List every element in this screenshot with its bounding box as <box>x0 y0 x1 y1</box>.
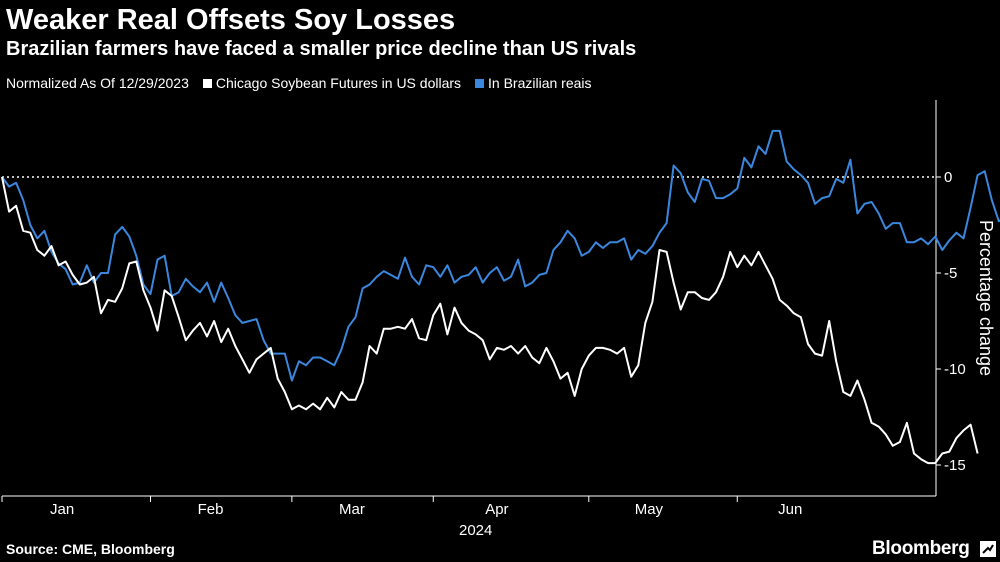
x-tick-label: Jun <box>778 501 802 518</box>
x-tick-label: Feb <box>198 501 224 518</box>
chart-subtitle: Brazilian farmers have faced a smaller p… <box>6 38 637 60</box>
label-layer: 0 -5 -10 -15 Jan Feb Mar Apr May Jun 2024 Percentag… <box>50 169 996 539</box>
x-tick-label: Mar <box>339 501 365 518</box>
legend-label-white: Chicago Soybean Futures in US dollars <box>215 75 462 91</box>
y-tick-label: -5 <box>944 265 957 282</box>
series-line-usd <box>1 176 979 465</box>
legend-item-white: Chicago Soybean Futures in US dollars <box>202 75 462 91</box>
legend-note: Normalized As Of 12/29/2023 <box>6 75 189 91</box>
legend-label-blue: In Brazilian reais <box>488 75 592 91</box>
y-axis-title: Percentage change <box>976 220 996 376</box>
source-note: Source: CME, Bloomberg <box>6 541 175 557</box>
chart-title: Weaker Real Offsets Soy Losses <box>6 4 456 36</box>
brand-logo: Bloomberg <box>872 538 970 559</box>
x-tick-label: Apr <box>485 501 508 518</box>
series-line-brl <box>1 129 1000 382</box>
x-tick-label: Jan <box>50 501 74 518</box>
y-tick-label: -15 <box>944 457 966 474</box>
x-year-label: 2024 <box>459 522 492 539</box>
legend-swatch-blue <box>475 78 485 88</box>
y-tick-label: 0 <box>944 169 952 186</box>
legend: Normalized As Of 12/29/2023 Chicago Soyb… <box>6 75 592 91</box>
axes-layer <box>1 100 941 502</box>
y-tick-label: -10 <box>944 361 966 378</box>
series-layer <box>1 129 1000 465</box>
x-tick-label: May <box>635 501 664 518</box>
legend-swatch-white <box>202 78 212 88</box>
bloomberg-mark-icon <box>980 541 996 557</box>
legend-item-blue: In Brazilian reais <box>475 75 592 91</box>
